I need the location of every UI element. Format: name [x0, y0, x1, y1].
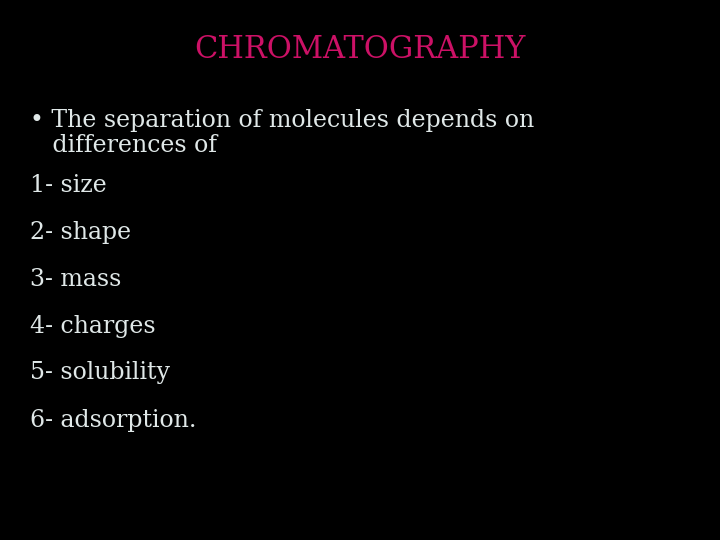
- Text: 2- shape: 2- shape: [30, 220, 131, 244]
- Text: 4- charges: 4- charges: [30, 314, 156, 338]
- Text: 6- adsorption.: 6- adsorption.: [30, 408, 197, 431]
- Text: 1- size: 1- size: [30, 173, 107, 197]
- Text: CHROMATOGRAPHY: CHROMATOGRAPHY: [194, 35, 526, 65]
- Text: • The separation of molecules depends on: • The separation of molecules depends on: [30, 109, 534, 132]
- Text: 5- solubility: 5- solubility: [30, 361, 170, 384]
- Text: 3- mass: 3- mass: [30, 267, 122, 291]
- Text: differences of: differences of: [30, 133, 217, 157]
